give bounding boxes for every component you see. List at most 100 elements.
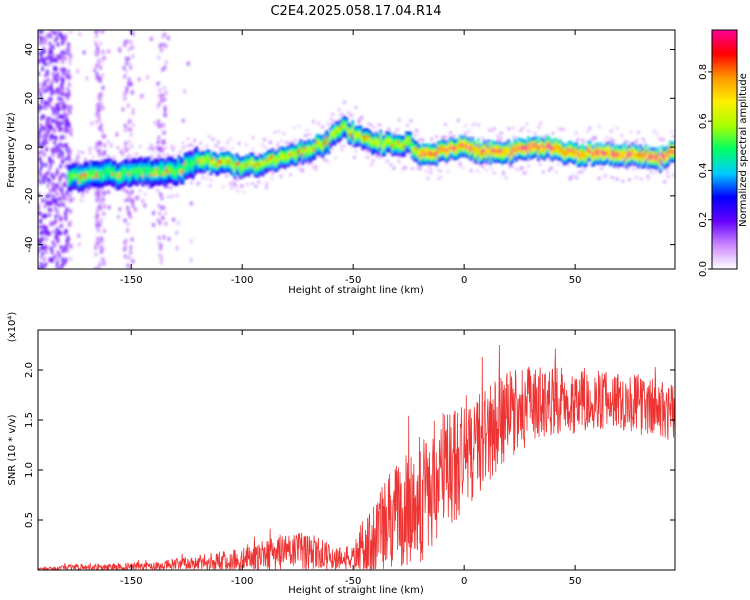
spectrogram-ridge-cell — [385, 134, 389, 138]
spectrogram-ridge-cell — [407, 131, 411, 135]
spectrogram-ridge-cell — [642, 161, 646, 166]
spectrogram-ridge-cell — [654, 166, 658, 171]
spectrogram-ridge-cell — [369, 142, 373, 146]
spectrogram-ridge-cell — [267, 164, 271, 168]
spectrogram-ridge-cell — [670, 156, 674, 160]
spectrogram-ridge-cell — [615, 158, 618, 163]
spectrogram-ridge-cell — [543, 145, 546, 149]
spectrogram-noise-cell — [129, 245, 133, 250]
spectrogram-ridge-cell — [325, 142, 329, 146]
spectrogram-ridge-cell — [273, 163, 277, 167]
spectrogram-ridge-cell — [533, 151, 536, 155]
spectrogram-ridge-cell — [279, 152, 283, 156]
spectrogram-ridge-cell — [249, 152, 253, 156]
spectrogram-ridge-cell — [91, 169, 95, 173]
spectrogram-noise-cell — [165, 184, 169, 189]
spectrogram-noise-cell — [39, 237, 43, 242]
spectrogram-ridge-cell — [499, 141, 502, 146]
spectrogram-noise-cell — [41, 86, 45, 91]
spectrogram-ridge-cell — [654, 152, 658, 156]
spectrogram-ridge-cell — [281, 155, 285, 159]
spectrogram-ridge-cell — [427, 149, 431, 153]
spectrogram-ridge-cell — [267, 149, 271, 153]
spectrogram-ridge-cell — [473, 155, 476, 159]
spectrogram-ridge-cell — [211, 163, 215, 167]
spectrogram-ridge-cell — [309, 147, 313, 151]
spectrogram-noise-cell — [159, 259, 163, 264]
spectrogram-ridge-cell — [491, 145, 494, 150]
spectrogram-ridge-cell — [603, 162, 606, 166]
spectrogram-ridge-cell — [313, 156, 317, 160]
spectrogram-ridge-cell — [135, 174, 139, 178]
spectrogram-ridge-cell — [662, 157, 666, 161]
spectrogram-ridge-cell — [245, 166, 249, 170]
spectrogram-ridge-cell — [257, 173, 261, 178]
spectrogram-ridge-cell — [275, 156, 279, 160]
spectrogram-ridge-cell — [349, 124, 353, 128]
spectrogram-noise-cell — [95, 142, 99, 147]
spectrogram-ridge-cell — [165, 166, 169, 170]
spectrogram-noise-cell — [126, 103, 130, 108]
spectrogram-ridge-cell — [263, 170, 267, 174]
spectrogram-ridge-cell — [495, 141, 498, 145]
spectrogram-ridge-cell — [125, 176, 129, 180]
spectrogram-ridge-cell — [391, 135, 395, 139]
spectrogram-noise-cell — [49, 97, 53, 102]
spectrogram-ridge-cell — [301, 149, 305, 154]
spectrogram-ridge-cell — [77, 165, 81, 169]
spectrogram-ridge-cell — [399, 152, 403, 157]
spectrogram-ridge-cell — [149, 170, 153, 174]
spectrogram-ridge-cell — [87, 162, 91, 167]
spectrogram-noise-cell — [48, 134, 52, 139]
spectrogram-noise-cell — [48, 121, 52, 126]
spectrogram-noise-cell — [43, 133, 47, 138]
spectrogram-ridge-cell — [666, 151, 670, 155]
spectrogram-ridge-cell — [357, 131, 361, 135]
spectrogram-ridge-cell — [133, 166, 137, 171]
spectrogram-noise-cell — [55, 208, 59, 213]
spectrogram-ridge-cell — [593, 162, 596, 166]
spectrogram-noise-cell — [78, 32, 82, 37]
spectrogram-ridge-cell — [161, 172, 165, 177]
spectrogram-ridge-cell — [459, 152, 462, 156]
spectrogram-halo-cell — [597, 124, 601, 128]
spectrogram-noise-cell — [146, 75, 150, 80]
spectrogram-halo-cell — [597, 176, 601, 180]
spectrogram-ridge-cell — [519, 144, 522, 148]
spectrogram-ridge-cell — [283, 151, 287, 155]
colorbar-tick-label: 0.4 — [698, 162, 709, 178]
spectrogram-halo-cell — [146, 185, 150, 189]
spectrogram-noise-cell — [56, 90, 60, 95]
spectrogram-ridge-cell — [333, 127, 337, 131]
spectrogram-ridge-cell — [411, 138, 415, 142]
spectrogram-noise-cell — [51, 106, 55, 111]
spectrogram-ridge-cell — [237, 164, 241, 169]
spectrogram-ridge-cell — [253, 155, 257, 160]
spectrogram-ridge-cell — [599, 148, 602, 152]
spectrogram-ridge-cell — [237, 156, 241, 160]
spectrogram-ridge-cell — [67, 167, 71, 171]
spectrogram-noise-cell — [69, 132, 73, 137]
spectrogram-ridge-cell — [141, 171, 145, 175]
spectrogram-halo-cell — [149, 143, 153, 147]
spectrogram-ridge-cell — [457, 149, 460, 153]
spectrogram-ridge-cell — [251, 167, 255, 171]
spectrogram-noise-cell — [67, 150, 71, 155]
spectrogram-ridge-cell — [329, 130, 333, 134]
spectrogram-noise-cell — [58, 231, 62, 236]
spectrogram-ridge-cell — [339, 119, 343, 123]
spectrogram-ridge-cell — [463, 149, 466, 154]
spectrogram-ridge-cell — [559, 148, 562, 152]
spectrogram-halo-cell — [112, 156, 116, 160]
spectrogram-ridge-cell — [131, 181, 135, 185]
spectrogram-noise-cell — [69, 256, 73, 261]
spectrogram-ridge-cell — [379, 141, 383, 145]
spectrogram-ridge-cell — [559, 142, 562, 146]
spectrogram-ridge-cell — [473, 158, 476, 162]
spectrogram-ridge-cell — [311, 153, 315, 158]
spectrogram-ridge-cell — [67, 164, 71, 168]
spectrogram-noise-cell — [65, 190, 69, 195]
spectrogram-ridge-cell — [313, 147, 317, 151]
spectrogram-ridge-cell — [373, 144, 377, 148]
spectrogram-ridge-cell — [275, 165, 279, 169]
